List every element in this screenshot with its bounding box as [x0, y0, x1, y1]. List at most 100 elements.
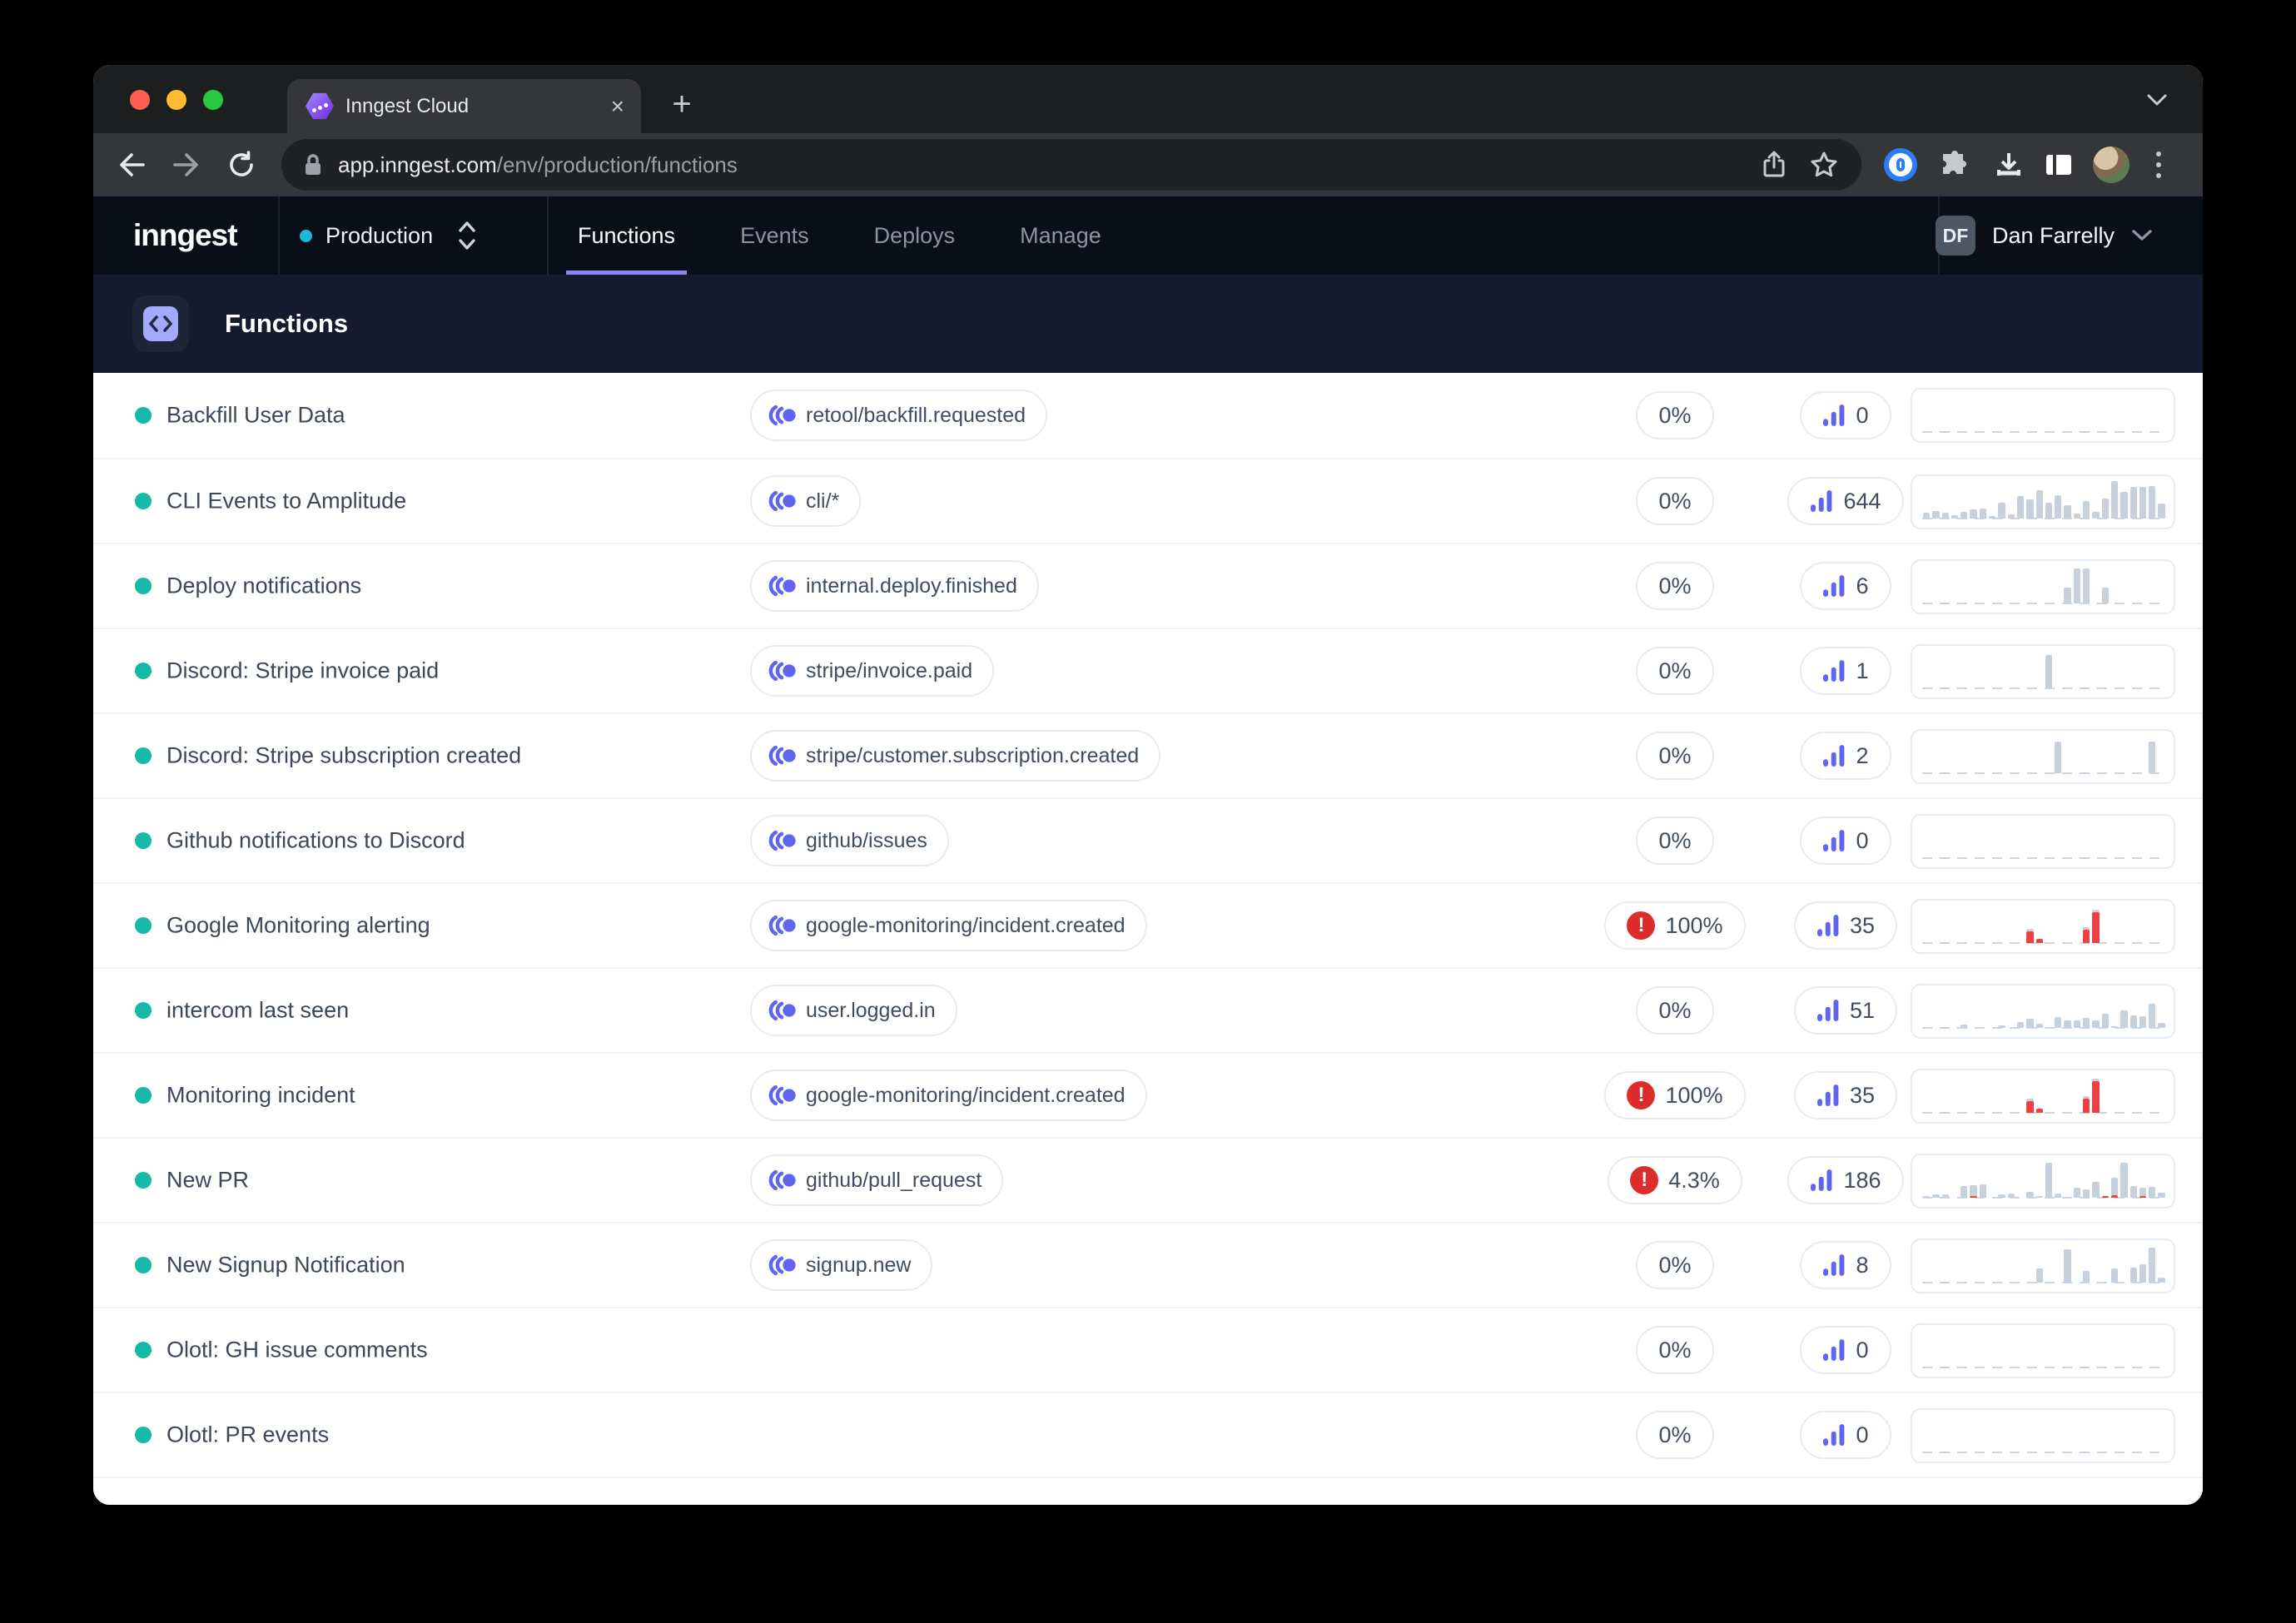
- function-row[interactable]: intercom last seen user.logged.in 0% 51: [93, 967, 2203, 1052]
- sparkline-slot: [1979, 1184, 1987, 1198]
- share-icon[interactable]: [1762, 151, 1787, 179]
- failure-rate-cell: 0%: [1567, 629, 1783, 712]
- run-count-value: 51: [1849, 997, 1876, 1023]
- sparkline-baseline: [1922, 857, 2164, 859]
- function-row[interactable]: Olotl: GH issue comments 0% 0: [93, 1307, 2203, 1392]
- sparkline-bar-gray: [2045, 655, 2053, 688]
- url-bar[interactable]: app.inngest.com/env/production/functions: [281, 139, 1861, 191]
- failure-rate-cell: 0%: [1567, 544, 1783, 628]
- sparkline-bar-gray: [2064, 588, 2071, 603]
- browser-tab[interactable]: Inngest Cloud ×: [287, 79, 641, 133]
- function-row[interactable]: Google Monitoring alerting google-monitor…: [93, 882, 2203, 967]
- sparkline-bar-gray: [2064, 505, 2071, 519]
- function-row[interactable]: Discord: Stripe subscription created stri…: [93, 712, 2203, 797]
- extensions-puzzle-icon[interactable]: [1940, 150, 1970, 180]
- profile-avatar[interactable]: [2093, 146, 2130, 183]
- event-trigger-badge[interactable]: google-monitoring/incident.created: [750, 900, 1147, 951]
- sparkline-bar-gray: [2016, 496, 2025, 519]
- event-trigger-name: github/issues: [806, 828, 927, 852]
- event-icon: [768, 660, 796, 682]
- function-row[interactable]: Olotl: PR events 0% 0: [93, 1392, 2203, 1477]
- minimize-window-button[interactable]: [166, 90, 186, 110]
- bookmark-star-icon[interactable]: [1810, 151, 1838, 179]
- tab-events[interactable]: Events: [740, 222, 809, 248]
- back-button[interactable]: [113, 151, 150, 178]
- function-status-dot: [135, 578, 152, 594]
- reload-button[interactable]: [223, 150, 260, 180]
- event-trigger-badge[interactable]: stripe/customer.subscription.created: [750, 730, 1161, 782]
- run-count-value: 1: [1856, 658, 1869, 683]
- onepassword-extension-icon[interactable]: [1884, 148, 1917, 181]
- run-count-pill: 6: [1800, 562, 1891, 610]
- event-trigger-badge[interactable]: github/issues: [750, 815, 949, 866]
- sparkline-bar-gray: [2130, 1015, 2137, 1028]
- sparkline-bar-gray: [1941, 513, 1949, 519]
- function-row[interactable]: Deploy notifications internal.deploy.fini…: [93, 543, 2203, 628]
- sparkline-bar-gray: [2083, 1189, 2090, 1198]
- function-row[interactable]: New PR github/pull_request! 4.3% 186: [93, 1137, 2203, 1222]
- tab-close-icon[interactable]: ×: [610, 92, 624, 119]
- user-menu[interactable]: DF Dan Farrelly: [1935, 196, 2153, 275]
- app-nav: inngest Production Functions Events Depl…: [93, 196, 2203, 275]
- event-trigger-badge[interactable]: retool/backfill.requested: [750, 390, 1048, 441]
- function-row[interactable]: Github notifications to Discord github/is…: [93, 797, 2203, 882]
- function-name: Olotl: PR events: [166, 1422, 330, 1447]
- sparkline-bar-gray: [2035, 490, 2043, 519]
- function-row[interactable]: CLI Events to Amplitude cli/* 0% 644: [93, 458, 2203, 543]
- function-row[interactable]: Monitoring incident google-monitoring/inc…: [93, 1052, 2203, 1137]
- activity-sparkline: [1911, 1238, 2175, 1293]
- function-row[interactable]: Backfill User Data retool/backfill.reques…: [93, 373, 2203, 458]
- bar-chart-icon: [1817, 1000, 1839, 1021]
- tab-functions[interactable]: Functions: [566, 196, 688, 275]
- failure-rate-value: 0%: [1658, 1252, 1692, 1278]
- browser-menu-kebab-icon[interactable]: [2156, 151, 2161, 178]
- new-tab-button[interactable]: +: [672, 86, 692, 122]
- run-count-pill: 0: [1800, 391, 1891, 439]
- tab-search-chevron-icon[interactable]: [2146, 93, 2168, 111]
- function-row[interactable]: New Signup Notification signup.new 0% 8: [93, 1222, 2203, 1307]
- bar-chart-icon: [1823, 660, 1845, 682]
- sparkline-bar-gray: [1961, 1186, 1968, 1198]
- maximize-window-button[interactable]: [203, 90, 223, 110]
- sparkline-baseline: [1922, 1282, 2164, 1283]
- event-trigger-badge[interactable]: signup.new: [750, 1239, 933, 1291]
- run-count-cell: 35: [1750, 884, 1941, 967]
- sparkline-bar-gray: [2083, 1018, 2090, 1028]
- user-name: Dan Farrelly: [1991, 222, 2115, 248]
- sparkline-slot: [1932, 1194, 1940, 1198]
- forward-button[interactable]: [168, 151, 205, 178]
- sparkline-bar-gray: [2149, 1187, 2156, 1198]
- event-trigger-badge[interactable]: github/pull_request: [750, 1154, 1004, 1206]
- sparkline-bar-gray: [2101, 1014, 2109, 1028]
- sparkline-slot: [2026, 929, 2034, 943]
- event-trigger-badge[interactable]: user.logged.in: [750, 985, 957, 1036]
- close-window-button[interactable]: [130, 90, 150, 110]
- sparkline-bars: [1923, 1238, 2165, 1283]
- failure-rate-pill: ! 100%: [1604, 901, 1746, 950]
- sparkline-slot: [2035, 490, 2043, 519]
- download-icon[interactable]: [1995, 151, 2023, 179]
- sparkline-slot: [2139, 1188, 2147, 1198]
- browser-toolbar: app.inngest.com/env/production/functions: [93, 133, 2203, 196]
- failure-rate-value: 4.3%: [1668, 1167, 1720, 1193]
- event-trigger-name: stripe/customer.subscription.created: [806, 743, 1140, 767]
- sparkline-bar-gray: [2055, 1017, 2062, 1028]
- run-count-cell: 8: [1750, 1223, 1941, 1307]
- inngest-logo[interactable]: inngest: [133, 218, 238, 252]
- event-trigger-badge[interactable]: internal.deploy.finished: [750, 560, 1039, 612]
- environment-selector[interactable]: Production: [300, 196, 476, 275]
- event-trigger-badge[interactable]: cli/*: [750, 475, 862, 527]
- run-count-cell: 51: [1750, 969, 1941, 1052]
- event-trigger-badge[interactable]: stripe/invoice.paid: [750, 645, 995, 697]
- sidebar-toggle-icon[interactable]: [2046, 155, 2071, 175]
- sparkline-slot: [2035, 1268, 2043, 1283]
- function-row[interactable]: Discord: Stripe invoice paid stripe/invoi…: [93, 628, 2203, 712]
- sparkline-bar-red: [2092, 912, 2100, 943]
- tab-manage[interactable]: Manage: [1020, 222, 1101, 248]
- event-trigger-badge[interactable]: google-monitoring/incident.created: [750, 1070, 1147, 1121]
- sparkline-bar-gray: [2149, 742, 2156, 773]
- event-trigger-name: signup.new: [806, 1253, 912, 1277]
- sparkline-bar-red: [2101, 1196, 2109, 1198]
- tab-deploys[interactable]: Deploys: [873, 222, 956, 248]
